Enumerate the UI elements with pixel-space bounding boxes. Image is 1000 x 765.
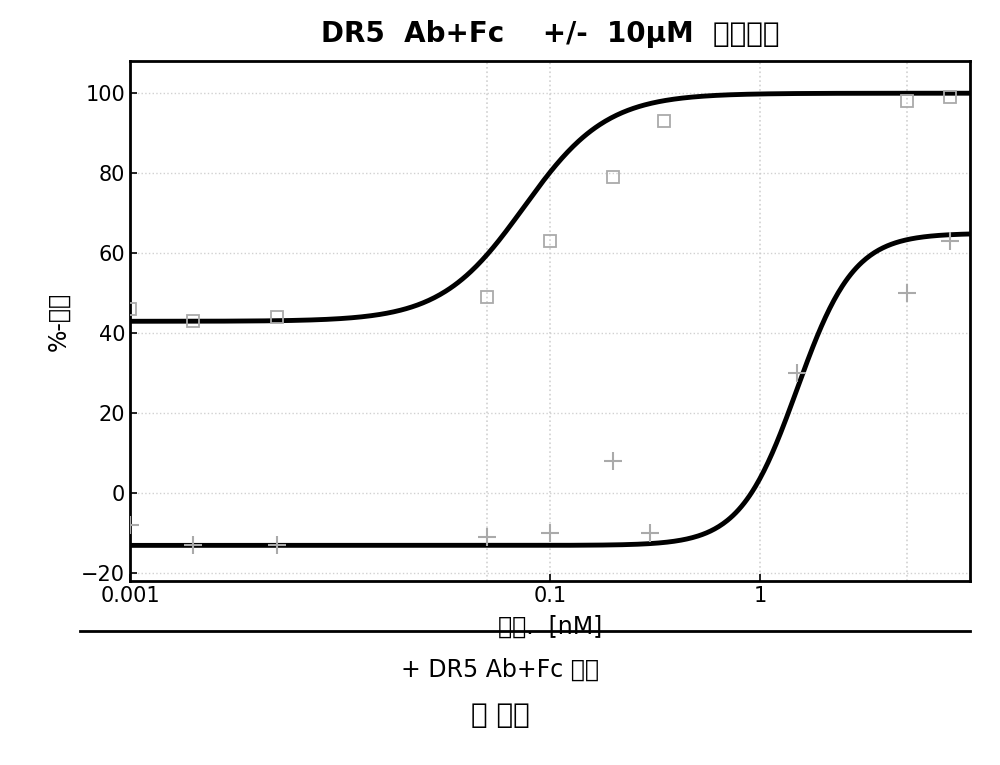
X-axis label: 浓度.  [nM]: 浓度. [nM] (498, 614, 602, 639)
Text: + DR5 Ab+Fc 单一: + DR5 Ab+Fc 单一 (401, 658, 599, 682)
Text: 口 组合: 口 组合 (471, 701, 529, 729)
Title: DR5  Ab+Fc    +/-  10μM  伊立替康: DR5 Ab+Fc +/- 10μM 伊立替康 (321, 20, 779, 47)
Y-axis label: %-抑制: %-抑制 (46, 291, 70, 351)
